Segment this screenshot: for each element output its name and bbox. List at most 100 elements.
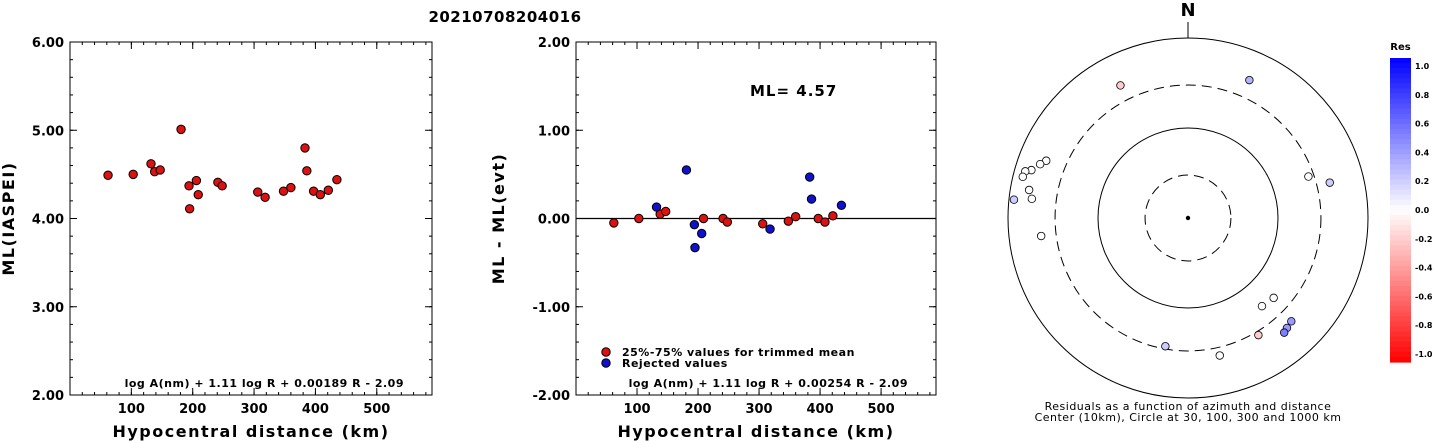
x-tick-label: 400 <box>806 402 833 417</box>
colorbar-cell <box>1390 301 1411 307</box>
y-tick-label: 1.00 <box>538 124 570 139</box>
colorbar-cell <box>1390 255 1411 262</box>
x-tick-label: 500 <box>363 402 390 417</box>
colorbar-cell <box>1390 321 1411 328</box>
colorbar-cell <box>1390 230 1411 236</box>
colorbar-label: -0.2 <box>1415 235 1433 244</box>
azimuth-distance-residual-plot: N Residuals as a function of azimuth and … <box>1007 0 1369 424</box>
data-point <box>651 202 662 212</box>
data-point <box>323 185 334 195</box>
data-point <box>698 213 709 224</box>
caption-line-2: Center (10km), Circle at 30, 100, 300 an… <box>1035 411 1342 424</box>
colorbar-cell <box>1390 311 1411 317</box>
colorbar-cell <box>1390 270 1411 277</box>
station-marker <box>1024 185 1034 195</box>
colorbar-cell <box>1390 296 1411 302</box>
ml-residual-chart: -2.00 -1.00 0.00 1.00 2.00 100 200 300 400 500 Hyp… <box>490 36 937 441</box>
colorbar-cell <box>1390 199 1411 206</box>
colorbar-cell <box>1390 144 1411 150</box>
y-axis-label: ML(IASPEI) <box>0 161 18 275</box>
colorbar-cell <box>1390 78 1411 84</box>
colorbar-cell <box>1390 98 1411 105</box>
x-tick-label: 400 <box>302 402 329 417</box>
colorbar-cell <box>1390 204 1411 211</box>
data-point <box>302 166 312 176</box>
y-tick-label: 5.00 <box>32 124 64 139</box>
x-tick-label: 500 <box>868 402 895 417</box>
legend-label: 25%-75% values for trimmed mean <box>622 346 855 359</box>
y-tick-label: 2.00 <box>538 36 570 51</box>
colorbar-label: -0.6 <box>1415 292 1433 301</box>
data-point <box>146 159 156 169</box>
colorbar-cell <box>1390 306 1411 312</box>
data-point <box>609 218 619 228</box>
data-point <box>758 219 768 229</box>
colorbar-cell <box>1390 316 1411 323</box>
colorbar-cell <box>1390 184 1411 191</box>
colorbar-cell <box>1390 113 1411 120</box>
colorbar-cell <box>1390 63 1411 69</box>
station-marker <box>1325 178 1334 187</box>
colorbar-cell <box>1390 220 1411 226</box>
colorbar-cell <box>1390 123 1411 130</box>
station-marker <box>1116 81 1125 90</box>
north-label: N <box>1180 0 1195 21</box>
station-marker <box>1161 342 1170 351</box>
colorbar-cell <box>1390 346 1411 353</box>
y-tick-label: 4.00 <box>32 213 64 228</box>
station-marker <box>1036 231 1046 241</box>
colorbar-cell <box>1390 194 1411 201</box>
colorbar-cell <box>1390 88 1411 95</box>
colorbar-cell <box>1390 341 1411 348</box>
colorbar-cell <box>1390 93 1411 100</box>
data-point <box>681 165 692 175</box>
colorbar-label: -0.8 <box>1415 321 1433 330</box>
colorbar-cell <box>1390 189 1411 196</box>
colorbar-cell <box>1390 280 1411 287</box>
data-point <box>806 194 817 204</box>
data-point <box>820 217 830 227</box>
colorbar-cell <box>1390 291 1411 297</box>
colorbar-cell <box>1390 58 1411 64</box>
distance-ring <box>1097 127 1279 309</box>
colorbar-cell <box>1390 215 1411 221</box>
legend-label: Rejected values <box>622 357 728 370</box>
station-marker <box>1009 195 1019 204</box>
ml-iaspei-chart: 2.00 3.00 4.00 5.00 6.00 100 200 300 400 500 Hypoc… <box>0 36 433 441</box>
data-point <box>278 186 289 196</box>
colorbar-cell <box>1390 265 1411 272</box>
y-tick-label: 0.00 <box>538 213 570 228</box>
station-marker <box>1215 351 1224 360</box>
colorbar-cell <box>1390 351 1411 358</box>
colorbar-label: 0.6 <box>1415 120 1430 129</box>
epicenter-dot <box>1185 215 1191 221</box>
data-point <box>828 211 838 221</box>
station-marker <box>1279 328 1289 337</box>
data-point <box>696 228 707 239</box>
data-point <box>332 174 342 185</box>
colorbar-label: 0.8 <box>1415 91 1430 100</box>
colorbar-cell <box>1390 326 1411 333</box>
colorbar-label: 0.0 <box>1415 206 1430 215</box>
x-tick-label: 300 <box>240 402 267 417</box>
x-tick-label: 300 <box>745 402 772 417</box>
x-axis-label: Hypocentral distance (km) <box>112 422 389 441</box>
colorbar-cell <box>1390 118 1411 125</box>
colorbar-cell <box>1390 240 1411 247</box>
data-point <box>836 200 847 210</box>
data-point <box>184 204 195 214</box>
colorbar-label: 0.4 <box>1415 148 1430 157</box>
colorbar-cell <box>1390 149 1411 155</box>
colorbar-cell <box>1390 134 1411 140</box>
colorbar-cell <box>1390 336 1411 343</box>
data-point <box>634 213 644 224</box>
colorbar-cell <box>1390 235 1411 241</box>
station-marker <box>1257 301 1267 311</box>
y-tick-label: 3.00 <box>32 301 64 316</box>
station-marker <box>1254 330 1263 340</box>
data-point <box>286 182 296 193</box>
colorbar-cell <box>1390 108 1411 115</box>
station-marker <box>1269 293 1278 303</box>
distance-ring <box>1144 174 1232 262</box>
data-point <box>300 143 310 153</box>
